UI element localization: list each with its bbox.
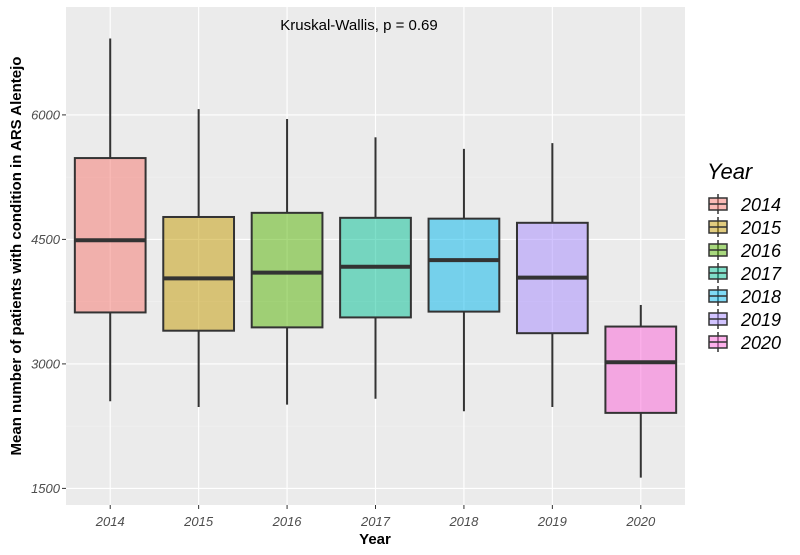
box-2020	[604, 304, 678, 478]
legend-label: 2016	[740, 241, 782, 261]
y-tick-label: 4500	[31, 232, 61, 247]
y-axis-title: Mean number of patients with condition i…	[8, 57, 25, 456]
legend-label: 2019	[740, 310, 781, 330]
x-tick-label: 2018	[448, 514, 479, 529]
legend-item-2017: 2017	[708, 263, 782, 284]
box-series	[73, 38, 678, 478]
x-tick-label: 2016	[272, 514, 303, 529]
y-tick-label: 3000	[31, 356, 61, 371]
legend-label: 2014	[740, 195, 781, 215]
test-annotation: Kruskal-Wallis, p = 0.69	[280, 17, 437, 34]
legend-item-2020: 2020	[708, 332, 781, 353]
box-body	[250, 211, 324, 329]
legend-label: 2020	[740, 333, 781, 353]
box-body	[427, 217, 501, 313]
x-tick-label: 2014	[95, 514, 125, 529]
legend-label: 2018	[740, 287, 781, 307]
legend-item-2016: 2016	[708, 240, 782, 261]
box-2019	[515, 143, 589, 408]
legend-item-2018: 2018	[708, 286, 781, 307]
box-2015	[162, 109, 236, 408]
x-tick-label: 2017	[360, 514, 391, 529]
y-tick-label: 1500	[31, 481, 61, 496]
legend-title: Year	[707, 159, 754, 184]
legend-item-2015: 2015	[708, 217, 782, 238]
x-tick-label: 2019	[537, 514, 567, 529]
legend-label: 2015	[740, 218, 782, 238]
box-2016	[250, 119, 324, 405]
box-body	[604, 325, 678, 414]
box-body	[162, 215, 236, 332]
legend-item-2019: 2019	[708, 309, 781, 330]
x-tick-label: 2020	[625, 514, 656, 529]
legend-label: 2017	[740, 264, 782, 284]
legend: Year 2014 2015 2016 2017 2018 2019 2020	[707, 159, 782, 353]
x-tick-label: 2015	[183, 514, 214, 529]
x-axis-ticks: 2014 2015 2016 2017 2018 2019 2020	[95, 505, 656, 529]
box-2014	[73, 38, 147, 402]
x-axis-title: Year	[359, 531, 391, 548]
box-body	[73, 157, 147, 314]
box-2018	[427, 148, 501, 412]
y-axis-ticks: 1500 3000 4500 6000	[31, 107, 66, 496]
legend-item-2014: 2014	[708, 194, 781, 215]
y-tick-label: 6000	[31, 107, 61, 122]
box-2017	[339, 137, 412, 399]
